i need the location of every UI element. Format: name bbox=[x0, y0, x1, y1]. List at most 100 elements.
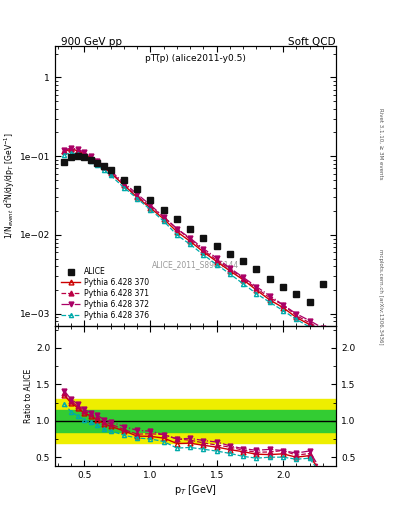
Pythia 6.428 376 bbox=[254, 291, 259, 297]
Pythia 6.428 372 bbox=[135, 191, 140, 197]
ALICE bbox=[281, 284, 285, 290]
Pythia 6.428 370 bbox=[88, 155, 93, 161]
Pythia 6.428 372 bbox=[320, 325, 325, 331]
Pythia 6.428 372 bbox=[148, 202, 153, 208]
Line: ALICE: ALICE bbox=[61, 153, 326, 305]
Pythia 6.428 370 bbox=[82, 151, 86, 157]
Pythia 6.428 371 bbox=[254, 285, 259, 291]
ALICE bbox=[135, 186, 140, 193]
Pythia 6.428 372 bbox=[254, 284, 259, 290]
Text: 900 GeV pp: 900 GeV pp bbox=[61, 37, 122, 47]
Pythia 6.428 372 bbox=[108, 168, 113, 174]
Pythia 6.428 376 bbox=[241, 281, 246, 287]
Pythia 6.428 371 bbox=[294, 312, 299, 318]
Pythia 6.428 370 bbox=[62, 148, 67, 155]
Pythia 6.428 370 bbox=[281, 305, 285, 311]
Pythia 6.428 376 bbox=[228, 271, 232, 277]
Pythia 6.428 370 bbox=[241, 276, 246, 283]
Pythia 6.428 372 bbox=[174, 226, 179, 232]
Pythia 6.428 372 bbox=[68, 145, 73, 151]
Line: Pythia 6.428 370: Pythia 6.428 370 bbox=[62, 147, 325, 334]
Pythia 6.428 370 bbox=[102, 164, 107, 170]
ALICE bbox=[95, 160, 100, 166]
ALICE bbox=[162, 206, 166, 212]
Pythia 6.428 371 bbox=[95, 158, 100, 164]
Text: mcplots.cern.ch [arXiv:1306.3436]: mcplots.cern.ch [arXiv:1306.3436] bbox=[378, 249, 383, 345]
Pythia 6.428 370 bbox=[294, 314, 299, 321]
Text: Soft QCD: Soft QCD bbox=[288, 37, 335, 47]
Pythia 6.428 370 bbox=[148, 205, 153, 211]
Pythia 6.428 376 bbox=[108, 173, 113, 179]
Pythia 6.428 376 bbox=[121, 184, 126, 190]
Pythia 6.428 371 bbox=[267, 294, 272, 301]
Pythia 6.428 376 bbox=[95, 162, 100, 168]
ALICE bbox=[75, 153, 80, 159]
Line: Pythia 6.428 376: Pythia 6.428 376 bbox=[62, 151, 325, 336]
Pythia 6.428 371 bbox=[62, 148, 67, 154]
ALICE bbox=[294, 291, 299, 297]
ALICE bbox=[88, 157, 93, 163]
ALICE bbox=[254, 266, 259, 272]
Pythia 6.428 372 bbox=[214, 255, 219, 261]
Pythia 6.428 372 bbox=[82, 150, 86, 156]
Pythia 6.428 372 bbox=[267, 292, 272, 298]
Pythia 6.428 371 bbox=[188, 237, 193, 243]
ALICE bbox=[214, 243, 219, 249]
Pythia 6.428 376 bbox=[162, 218, 166, 224]
Pythia 6.428 371 bbox=[214, 257, 219, 263]
X-axis label: p$_T$ [GeV]: p$_T$ [GeV] bbox=[174, 482, 217, 497]
Pythia 6.428 371 bbox=[82, 150, 86, 156]
ALICE bbox=[68, 154, 73, 160]
Pythia 6.428 376 bbox=[201, 252, 206, 258]
ALICE bbox=[241, 258, 246, 264]
ALICE bbox=[267, 275, 272, 282]
Pythia 6.428 376 bbox=[68, 150, 73, 156]
Pythia 6.428 370 bbox=[121, 182, 126, 188]
Pythia 6.428 370 bbox=[320, 329, 325, 335]
ALICE bbox=[174, 216, 179, 222]
Pythia 6.428 372 bbox=[241, 274, 246, 281]
Line: Pythia 6.428 371: Pythia 6.428 371 bbox=[62, 146, 325, 333]
Pythia 6.428 371 bbox=[201, 247, 206, 253]
Pythia 6.428 376 bbox=[174, 232, 179, 238]
Pythia 6.428 376 bbox=[135, 196, 140, 202]
Pythia 6.428 372 bbox=[201, 246, 206, 252]
Pythia 6.428 376 bbox=[62, 152, 67, 158]
Pythia 6.428 372 bbox=[162, 214, 166, 220]
Text: Rivet 3.1.10, ≥ 3M events: Rivet 3.1.10, ≥ 3M events bbox=[378, 108, 383, 179]
Legend: ALICE, Pythia 6.428 370, Pythia 6.428 371, Pythia 6.428 372, Pythia 6.428 376: ALICE, Pythia 6.428 370, Pythia 6.428 37… bbox=[58, 264, 152, 323]
Pythia 6.428 370 bbox=[254, 287, 259, 293]
Pythia 6.428 372 bbox=[88, 153, 93, 159]
Line: Pythia 6.428 372: Pythia 6.428 372 bbox=[62, 145, 325, 330]
Text: ALICE_2011_S8945144: ALICE_2011_S8945144 bbox=[152, 260, 239, 269]
Pythia 6.428 376 bbox=[188, 241, 193, 247]
Pythia 6.428 371 bbox=[121, 181, 126, 187]
Y-axis label: 1/N$_{event}$ d$^2$N/dy/dp$_T$ [GeV$^{-1}$]: 1/N$_{event}$ d$^2$N/dy/dp$_T$ [GeV$^{-1… bbox=[3, 133, 17, 240]
Pythia 6.428 370 bbox=[95, 160, 100, 166]
ALICE bbox=[148, 197, 153, 203]
Pythia 6.428 371 bbox=[162, 214, 166, 220]
Y-axis label: Ratio to ALICE: Ratio to ALICE bbox=[24, 369, 33, 423]
ALICE bbox=[228, 250, 232, 257]
Pythia 6.428 370 bbox=[75, 147, 80, 154]
Pythia 6.428 371 bbox=[228, 266, 232, 272]
Pythia 6.428 371 bbox=[241, 275, 246, 282]
Pythia 6.428 371 bbox=[148, 203, 153, 209]
Pythia 6.428 372 bbox=[121, 180, 126, 186]
Pythia 6.428 372 bbox=[75, 146, 80, 152]
Pythia 6.428 370 bbox=[307, 322, 312, 328]
Pythia 6.428 376 bbox=[214, 262, 219, 268]
ALICE bbox=[62, 159, 67, 165]
ALICE bbox=[82, 154, 86, 160]
Pythia 6.428 372 bbox=[102, 162, 107, 168]
ALICE bbox=[201, 235, 206, 241]
Pythia 6.428 371 bbox=[281, 302, 285, 308]
Pythia 6.428 370 bbox=[68, 146, 73, 153]
Pythia 6.428 372 bbox=[281, 302, 285, 308]
Pythia 6.428 372 bbox=[294, 311, 299, 317]
Pythia 6.428 376 bbox=[148, 206, 153, 212]
Pythia 6.428 371 bbox=[102, 163, 107, 169]
Pythia 6.428 370 bbox=[201, 249, 206, 255]
Pythia 6.428 370 bbox=[135, 195, 140, 201]
ALICE bbox=[320, 281, 325, 287]
